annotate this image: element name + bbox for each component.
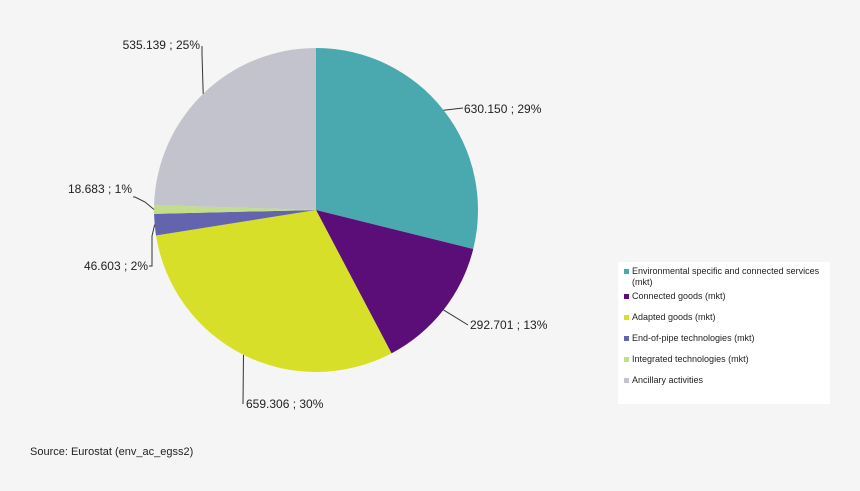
leader-line: [443, 309, 469, 326]
pie-slice: [154, 48, 316, 210]
data-label: 535.139 ; 25%: [123, 38, 201, 52]
legend-label: Adapted goods (mkt): [632, 312, 716, 322]
data-label: 659.306 ; 30%: [246, 397, 324, 411]
legend-label: Environmental specific and connected ser…: [632, 266, 820, 287]
leader-line: [133, 196, 155, 210]
legend-swatch: [624, 357, 629, 362]
legend-label: Connected goods (mkt): [632, 291, 726, 301]
pie-slice: [154, 205, 316, 214]
leader-lines: [133, 46, 469, 405]
legend-item: Integrated technologies (mkt): [624, 354, 826, 365]
legend-swatch: [624, 294, 629, 299]
legend-item: Ancillary activities: [624, 375, 826, 386]
data-labels: 630.150 ; 29% 292.701 ; 13% 659.306 ; 30% 4…: [68, 38, 548, 411]
pie-slice: [316, 210, 474, 354]
legend-item: Environmental specific and connected ser…: [624, 266, 826, 288]
legend-swatch: [624, 269, 629, 274]
data-label: 46.603 ; 2%: [84, 259, 148, 273]
pie-slice: [156, 210, 392, 373]
leader-line: [443, 107, 464, 111]
legend-swatch: [624, 378, 629, 383]
leader-line: [201, 46, 204, 94]
source-note: Source: Eurostat (env_ac_egss2): [30, 446, 194, 458]
data-label: 292.701 ; 13%: [470, 318, 548, 332]
legend-label: Integrated technologies (mkt): [632, 354, 749, 364]
legend: Environmental specific and connected ser…: [618, 262, 830, 404]
data-label: 630.150 ; 29%: [464, 102, 542, 116]
pie-slices: [154, 48, 478, 373]
legend-swatch: [624, 315, 629, 320]
pie-slice: [316, 48, 478, 250]
legend-item: Connected goods (mkt): [624, 291, 826, 302]
legend-item: End-of-pipe technologies (mkt): [624, 333, 826, 344]
legend-swatch: [624, 336, 629, 341]
data-label: 18.683 ; 1%: [68, 182, 132, 196]
legend-label: End-of-pipe technologies (mkt): [632, 333, 755, 343]
legend-label: Ancillary activities: [632, 375, 704, 385]
legend-item: Adapted goods (mkt): [624, 312, 826, 323]
pie-slice: [154, 210, 316, 236]
leader-line: [149, 224, 156, 267]
